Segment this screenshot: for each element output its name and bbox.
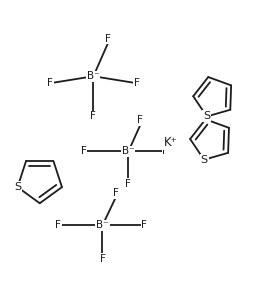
Text: S: S [203, 111, 210, 121]
Text: F: F [90, 111, 96, 121]
Text: S: S [200, 155, 208, 165]
Text: F: F [162, 146, 168, 156]
Text: F: F [55, 220, 61, 230]
Text: F: F [141, 220, 147, 230]
Text: B⁻: B⁻ [122, 146, 135, 156]
Text: F: F [81, 146, 87, 156]
Text: B⁻: B⁻ [87, 71, 100, 81]
Text: F: F [105, 34, 111, 44]
Text: B⁻: B⁻ [96, 220, 109, 230]
Text: F: F [112, 188, 118, 198]
Text: F: F [100, 254, 105, 264]
Text: F: F [137, 116, 143, 125]
Text: F: F [134, 78, 139, 88]
Text: S: S [14, 182, 21, 192]
Text: F: F [125, 179, 131, 188]
Text: F: F [47, 78, 53, 88]
Text: K⁺: K⁺ [164, 136, 178, 149]
